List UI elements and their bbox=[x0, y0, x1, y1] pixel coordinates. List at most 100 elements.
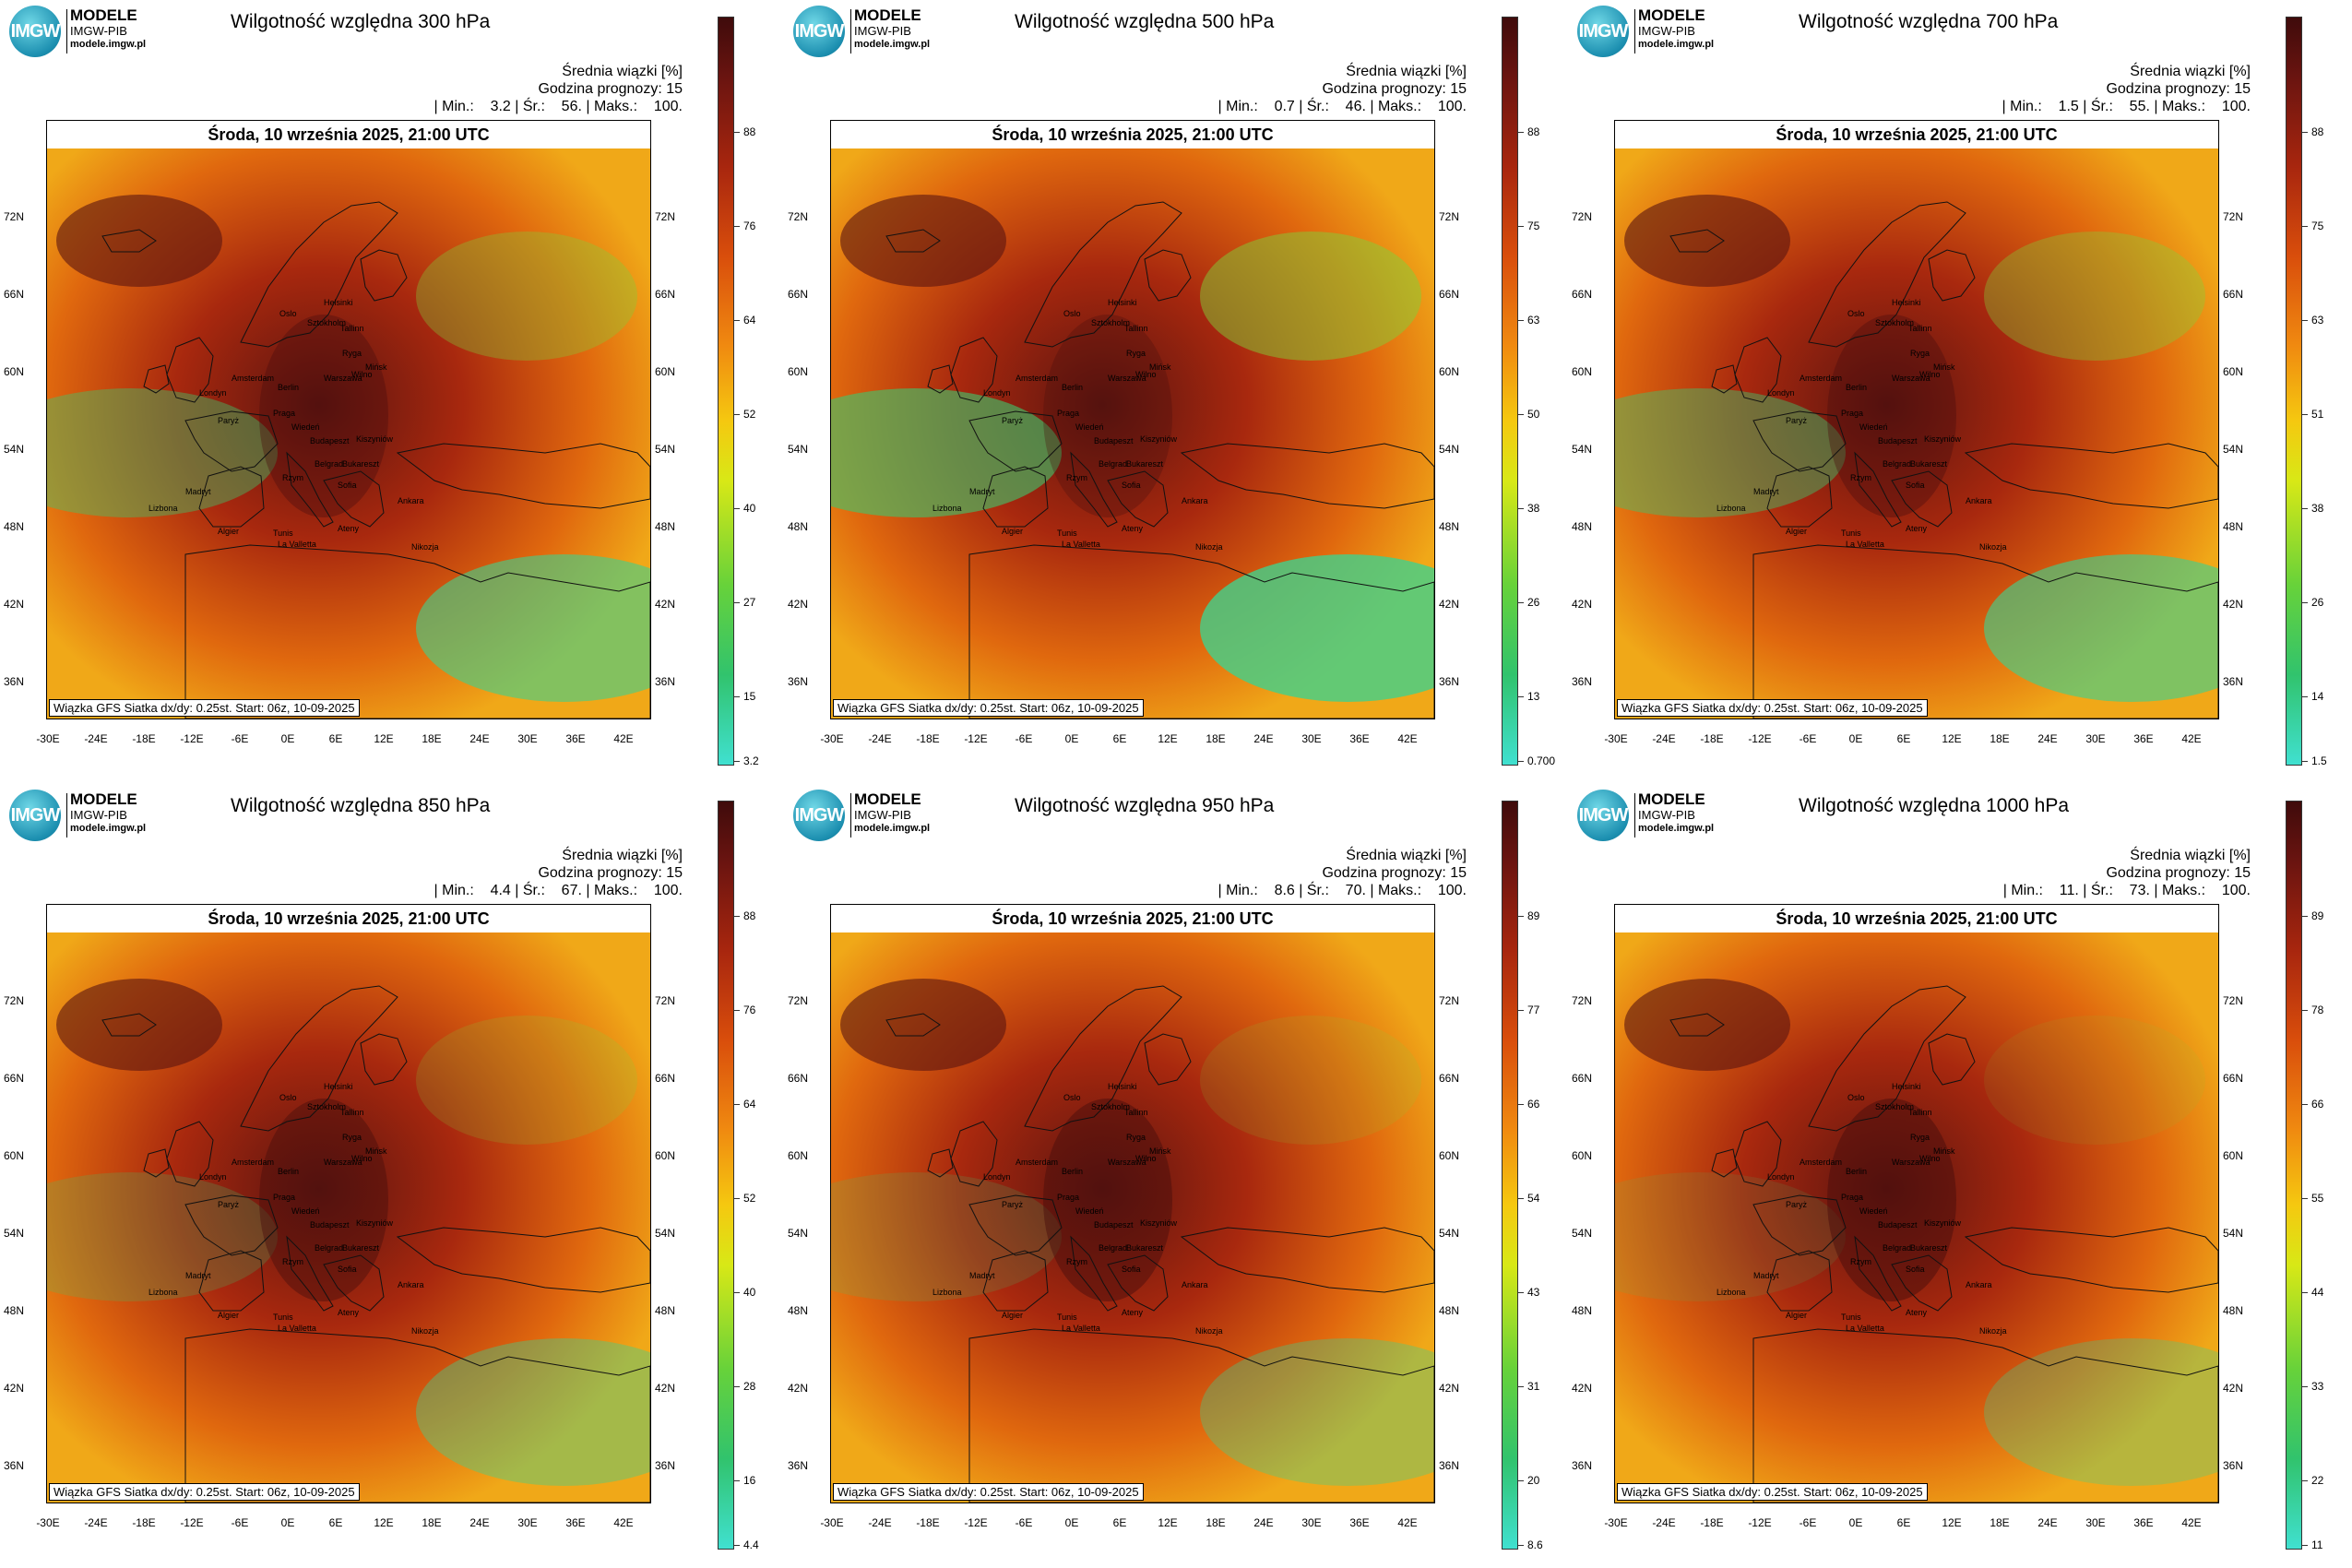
lat-label-left: 60N bbox=[788, 1149, 809, 1162]
city-label: La Valletta bbox=[278, 540, 316, 549]
lat-label-left: 36N bbox=[788, 1459, 809, 1472]
dry-zone bbox=[1984, 1338, 2218, 1486]
city-label: La Valletta bbox=[1062, 1324, 1100, 1333]
logo-badge: IMGW bbox=[1577, 6, 1629, 57]
coastline bbox=[1752, 1328, 2218, 1503]
logo-line1: MODELE bbox=[854, 790, 921, 808]
city-label: Belgrad bbox=[1883, 459, 1911, 469]
model-footnote: Wiązka GFS Siatka dx/dy: 0.25st. Start: … bbox=[49, 699, 360, 717]
lon-label: 0E bbox=[1064, 732, 1079, 745]
lat-label-left: 60N bbox=[1572, 1149, 1593, 1162]
humidity-panel: IMGW MODELE IMGW-PIB modele.imgw.pl Wilg… bbox=[0, 784, 784, 1568]
coastline bbox=[240, 201, 398, 348]
lon-label: -24E bbox=[868, 1516, 892, 1529]
city-label: Oslo bbox=[1063, 309, 1081, 318]
date-bar: Środa, 10 września 2025, 21:00 UTC bbox=[1615, 905, 2218, 933]
colorbar-tick-mark bbox=[734, 508, 740, 509]
coastline bbox=[982, 1250, 1049, 1312]
lon-label: 42E bbox=[613, 1516, 634, 1529]
lat-label-right: 48N bbox=[655, 520, 676, 533]
colorbar-tick-mark bbox=[734, 132, 740, 133]
lon-label: -12E bbox=[964, 732, 988, 745]
city-label: Bukareszt bbox=[1126, 1243, 1164, 1253]
colorbar-tick-label: 16 bbox=[743, 1474, 756, 1487]
coastline bbox=[360, 1033, 408, 1086]
city-label: Sofia bbox=[1906, 481, 1925, 490]
city-label: Berlin bbox=[1846, 1167, 1867, 1176]
city-label: Algier bbox=[1002, 1311, 1023, 1320]
city-label: Nikozja bbox=[411, 542, 439, 552]
logo-text: MODELE IMGW-PIB modele.imgw.pl bbox=[1638, 791, 1740, 836]
map-frame: Środa, 10 września 2025, 21:00 UTC Oslo H… bbox=[1614, 904, 2219, 1503]
city-label: Oslo bbox=[279, 1093, 297, 1102]
lat-label-left: 54N bbox=[4, 443, 25, 456]
city-label: Paryż bbox=[218, 1200, 240, 1209]
logo-divider bbox=[850, 9, 851, 53]
lat-label-left: 36N bbox=[4, 675, 25, 688]
lat-label-left: 72N bbox=[1572, 994, 1593, 1007]
humidity-panel: IMGW MODELE IMGW-PIB modele.imgw.pl Wilg… bbox=[1568, 0, 2352, 784]
city-label: Budapeszt bbox=[1878, 436, 1918, 445]
dry-zone bbox=[1200, 232, 1421, 361]
city-label: Rzym bbox=[1066, 1257, 1087, 1266]
colorbar-tick-mark bbox=[1518, 696, 1524, 697]
city-label: Budapeszt bbox=[1094, 436, 1134, 445]
colorbar-tick-label: 76 bbox=[743, 220, 756, 232]
lat-label-right: 48N bbox=[2223, 1304, 2244, 1317]
logo-line2: IMGW-PIB bbox=[1638, 24, 1695, 38]
lat-label-left: 60N bbox=[4, 1149, 25, 1162]
lat-label-left: 72N bbox=[1572, 210, 1593, 223]
lat-label-right: 48N bbox=[1439, 520, 1460, 533]
city-label: Mińsk bbox=[1933, 362, 1955, 372]
city-label: Praga bbox=[1057, 409, 1079, 418]
colorbar-tick-mark bbox=[734, 602, 740, 603]
colorbar-tick-mark bbox=[2302, 1010, 2308, 1011]
stats-box: Średnia wiązki [%] Godzina prognozy: 15 … bbox=[2002, 63, 2251, 115]
colorbar-tick-label: 75 bbox=[2311, 220, 2324, 232]
lon-label: -24E bbox=[1652, 1516, 1676, 1529]
city-label: La Valletta bbox=[1846, 1324, 1884, 1333]
colorbar-tick-mark bbox=[1518, 226, 1524, 227]
city-label: Warszawa bbox=[1108, 374, 1146, 383]
lat-label-right: 42N bbox=[2223, 1382, 2244, 1395]
city-label: Sztokholm bbox=[307, 1102, 346, 1111]
lon-label: 30E bbox=[2085, 732, 2106, 745]
lat-label-right: 42N bbox=[655, 598, 676, 611]
city-label: Mińsk bbox=[365, 1146, 387, 1156]
colorbar-tick-mark bbox=[1518, 1292, 1524, 1293]
coastline bbox=[982, 466, 1049, 528]
lat-label-right: 66N bbox=[1439, 288, 1460, 301]
lon-label: 42E bbox=[2181, 732, 2202, 745]
city-label: Tunis bbox=[1841, 529, 1861, 538]
lon-label: 24E bbox=[469, 732, 490, 745]
logo-line2: IMGW-PIB bbox=[854, 808, 911, 822]
lat-label-right: 54N bbox=[1439, 443, 1460, 456]
logo-divider bbox=[1634, 9, 1635, 53]
city-label: Budapeszt bbox=[1094, 1220, 1134, 1229]
city-label: Nikozja bbox=[1979, 542, 2007, 552]
coastline bbox=[1024, 201, 1182, 348]
dry-zone bbox=[1984, 554, 2218, 702]
city-label: Sofia bbox=[338, 481, 357, 490]
lat-label-left: 48N bbox=[4, 1304, 25, 1317]
lon-label: 12E bbox=[1158, 732, 1178, 745]
coastline bbox=[184, 1194, 279, 1256]
city-label: Belgrad bbox=[1099, 459, 1127, 469]
colorbar-tick-mark bbox=[734, 320, 740, 321]
city-label: Tunis bbox=[1841, 1313, 1861, 1322]
lat-label-right: 60N bbox=[1439, 365, 1460, 378]
lon-label: 24E bbox=[469, 1516, 490, 1529]
dry-zone bbox=[47, 388, 278, 517]
city-label: Sztokholm bbox=[1875, 1102, 1914, 1111]
lat-label-left: 42N bbox=[1572, 1382, 1593, 1395]
colorbar bbox=[718, 17, 734, 766]
lat-label-right: 36N bbox=[2223, 1459, 2244, 1472]
city-label: Tallinn bbox=[340, 1108, 364, 1117]
coastline bbox=[1711, 1148, 1738, 1178]
lat-label-right: 72N bbox=[2223, 210, 2244, 223]
lat-label-right: 36N bbox=[655, 675, 676, 688]
lon-label: 42E bbox=[1397, 732, 1418, 745]
colorbar-tick-mark bbox=[2302, 761, 2308, 762]
humidity-panel: IMGW MODELE IMGW-PIB modele.imgw.pl Wilg… bbox=[784, 0, 1568, 784]
colorbar-tick-label: 88 bbox=[1527, 125, 1540, 138]
